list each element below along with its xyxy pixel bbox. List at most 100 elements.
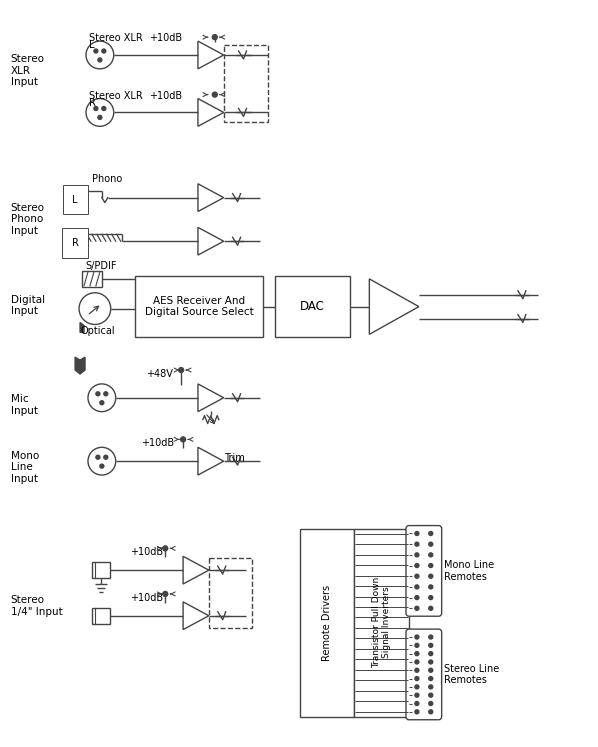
- Circle shape: [100, 400, 104, 405]
- Bar: [355, 529, 409, 717]
- Polygon shape: [80, 323, 84, 332]
- Text: Transistor Pull Down
Signal Inverters: Transistor Pull Down Signal Inverters: [372, 577, 392, 669]
- Circle shape: [429, 660, 433, 664]
- Circle shape: [429, 532, 433, 536]
- Circle shape: [96, 455, 100, 459]
- Polygon shape: [198, 184, 224, 211]
- Polygon shape: [198, 99, 224, 126]
- Text: Remote Drivers: Remote Drivers: [322, 585, 332, 661]
- Circle shape: [415, 693, 419, 697]
- Text: Mic
Input: Mic Input: [11, 394, 38, 415]
- Text: Stereo
XLR
Input: Stereo XLR Input: [11, 55, 45, 87]
- Text: Stereo
Phono
Input: Stereo Phono Input: [11, 203, 45, 236]
- Text: Mono
Line
Input: Mono Line Input: [11, 450, 39, 484]
- Text: Trim: Trim: [224, 453, 245, 463]
- Polygon shape: [198, 41, 224, 69]
- Polygon shape: [198, 227, 224, 255]
- Circle shape: [429, 710, 433, 714]
- Bar: [224, 45, 269, 123]
- Circle shape: [79, 293, 111, 324]
- Bar: [209, 558, 252, 627]
- Text: AES Receiver And
Digital Source Select: AES Receiver And Digital Source Select: [145, 296, 254, 317]
- Text: +10dB: +10dB: [142, 438, 175, 448]
- Text: Mono Line
Remotes: Mono Line Remotes: [444, 560, 494, 582]
- Bar: [82, 271, 102, 287]
- Circle shape: [94, 107, 98, 111]
- FancyBboxPatch shape: [406, 629, 442, 720]
- Text: Stereo
1/4" Input: Stereo 1/4" Input: [11, 595, 62, 616]
- Text: R: R: [72, 238, 78, 248]
- Circle shape: [429, 669, 433, 672]
- Circle shape: [415, 701, 419, 705]
- Circle shape: [429, 701, 433, 705]
- Circle shape: [415, 532, 419, 536]
- Circle shape: [415, 635, 419, 639]
- Circle shape: [98, 58, 102, 62]
- Circle shape: [415, 651, 419, 656]
- Circle shape: [429, 563, 433, 568]
- Text: L: L: [89, 40, 94, 50]
- Polygon shape: [183, 557, 209, 584]
- Circle shape: [415, 677, 419, 681]
- Circle shape: [88, 384, 116, 412]
- Bar: [300, 529, 355, 717]
- Circle shape: [429, 693, 433, 697]
- Circle shape: [429, 651, 433, 656]
- Circle shape: [415, 669, 419, 672]
- Circle shape: [181, 437, 185, 442]
- Text: DAC: DAC: [300, 300, 325, 313]
- Circle shape: [415, 595, 419, 600]
- Circle shape: [415, 685, 419, 689]
- Circle shape: [415, 643, 419, 648]
- Circle shape: [415, 542, 419, 546]
- Polygon shape: [198, 384, 224, 412]
- Text: Stereo XLR: Stereo XLR: [89, 33, 143, 43]
- Circle shape: [429, 635, 433, 639]
- Text: +10dB: +10dB: [130, 593, 163, 603]
- Circle shape: [415, 660, 419, 664]
- Circle shape: [429, 677, 433, 681]
- Circle shape: [94, 49, 98, 53]
- Circle shape: [98, 116, 102, 120]
- Text: Stereo Line
Remotes: Stereo Line Remotes: [444, 663, 499, 685]
- Circle shape: [415, 710, 419, 714]
- Circle shape: [88, 447, 116, 475]
- Text: +48V: +48V: [147, 369, 173, 379]
- Circle shape: [212, 34, 217, 40]
- Text: Phono: Phono: [92, 174, 122, 184]
- Circle shape: [104, 392, 108, 396]
- Polygon shape: [75, 357, 85, 374]
- Text: Stereo XLR: Stereo XLR: [89, 90, 143, 101]
- Text: Digital
Input: Digital Input: [11, 295, 45, 317]
- Circle shape: [415, 574, 419, 578]
- Polygon shape: [370, 279, 419, 335]
- Circle shape: [429, 607, 433, 610]
- Circle shape: [429, 553, 433, 557]
- Text: Optical: Optical: [80, 326, 115, 336]
- Circle shape: [415, 607, 419, 610]
- Circle shape: [96, 392, 100, 396]
- Bar: [275, 276, 349, 338]
- Bar: [92, 562, 110, 578]
- Circle shape: [163, 546, 167, 551]
- Circle shape: [415, 563, 419, 568]
- Circle shape: [429, 643, 433, 648]
- Circle shape: [86, 41, 114, 69]
- Polygon shape: [183, 602, 209, 630]
- Circle shape: [212, 92, 217, 97]
- Bar: [92, 608, 110, 624]
- Circle shape: [429, 574, 433, 578]
- Circle shape: [102, 107, 106, 111]
- Circle shape: [429, 685, 433, 689]
- Text: +10dB: +10dB: [130, 548, 163, 557]
- Text: L: L: [72, 195, 78, 205]
- Circle shape: [415, 553, 419, 557]
- Circle shape: [102, 49, 106, 53]
- Circle shape: [429, 542, 433, 546]
- Text: +10dB: +10dB: [150, 33, 182, 43]
- Polygon shape: [198, 447, 224, 475]
- Circle shape: [104, 455, 108, 459]
- Circle shape: [179, 368, 184, 373]
- Circle shape: [163, 592, 167, 596]
- Text: S/PDIF: S/PDIF: [85, 261, 117, 271]
